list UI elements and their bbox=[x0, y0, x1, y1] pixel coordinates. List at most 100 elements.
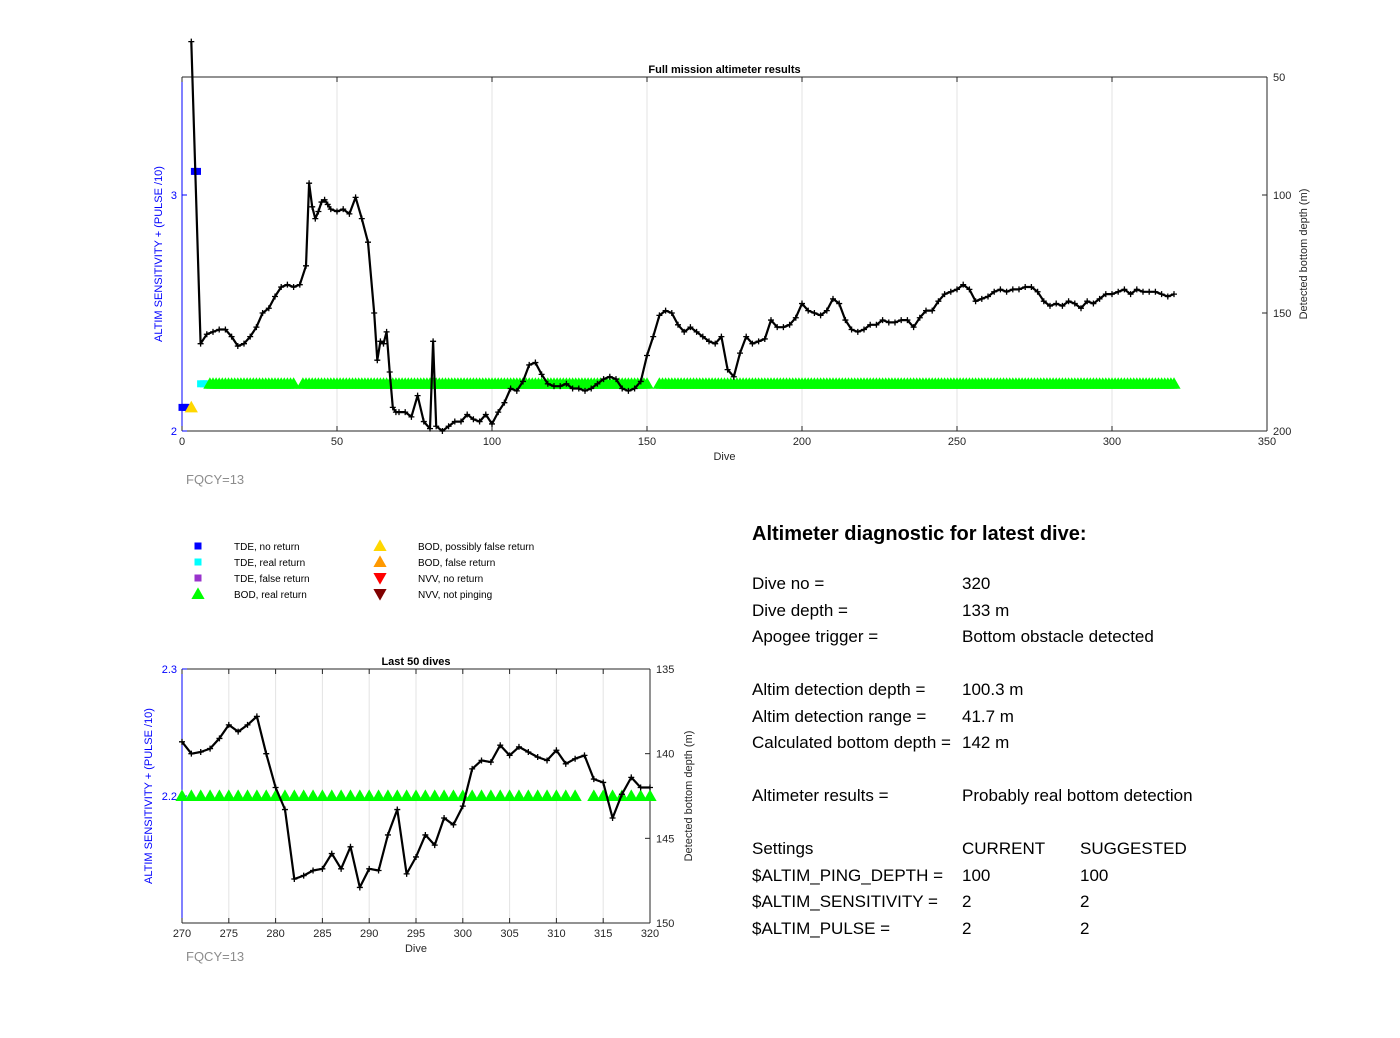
x-tick-label: 100 bbox=[483, 436, 501, 448]
bottom-depth-point bbox=[590, 776, 597, 783]
bottom-depth-point bbox=[718, 333, 725, 340]
setting-suggested: 2 bbox=[1080, 918, 1090, 938]
bottom-depth-point bbox=[947, 288, 954, 295]
bottom-depth-point bbox=[892, 319, 898, 326]
legend-symbol bbox=[373, 589, 387, 601]
y-tick-label-right: 50 bbox=[1273, 72, 1285, 84]
bottom-depth-point bbox=[420, 418, 427, 425]
y-axis-label-right: Detected bottom depth (m) bbox=[1298, 189, 1310, 320]
x-tick-label: 300 bbox=[454, 928, 472, 940]
marker-bod-real-return bbox=[259, 789, 273, 801]
bottom-depth-point bbox=[476, 418, 483, 425]
bottom-depth-point bbox=[534, 754, 541, 761]
bottom-depth-point bbox=[328, 850, 335, 857]
bottom-depth-point bbox=[408, 413, 415, 420]
bottom-depth-point bbox=[693, 328, 700, 335]
marker-bod-real-return bbox=[278, 789, 292, 801]
bottom-depth-point bbox=[1164, 293, 1171, 300]
y-tick-label-right: 140 bbox=[656, 749, 674, 761]
y-axis-label-left: ALTIM SENSITIVITY + (PULSE /10) bbox=[153, 166, 165, 342]
bottom-depth-point bbox=[507, 385, 514, 392]
bottom-depth-point bbox=[470, 416, 477, 423]
bottom-depth-point bbox=[1152, 288, 1159, 295]
bottom-depth-point bbox=[526, 361, 533, 368]
bottom-depth-point bbox=[637, 784, 644, 791]
bottom-depth-point bbox=[334, 208, 340, 215]
bottom-depth-point bbox=[1084, 298, 1091, 305]
bottom-depth-point bbox=[848, 326, 855, 333]
last-50-dives-plot: 270 275 280 285 290 295 300 305 310 315 320 2.2 2.3 1… bbox=[143, 656, 695, 964]
bottom-depth-point bbox=[588, 385, 595, 392]
bottom-depth-point bbox=[628, 774, 635, 781]
bottom-depth-point bbox=[811, 310, 818, 316]
bottom-depth-point bbox=[613, 376, 619, 383]
results-value: Probably real bottom detection bbox=[962, 786, 1193, 805]
bottom-depth-point bbox=[997, 286, 1004, 293]
x-tick-label: 280 bbox=[266, 928, 284, 940]
marker-bod-real-return bbox=[540, 789, 554, 801]
x-tick-label: 150 bbox=[638, 436, 656, 448]
bottom-depth-point bbox=[836, 300, 843, 307]
bottom-depth-point bbox=[188, 750, 195, 757]
legend: TDE, no return TDE, real return TDE, false… bbox=[191, 539, 534, 601]
bottom-depth-point bbox=[544, 757, 551, 764]
x-tick-label: 290 bbox=[360, 928, 378, 940]
bottom-depth-point bbox=[501, 399, 508, 406]
bottom-depth-point bbox=[972, 298, 979, 305]
bottom-depth-point bbox=[210, 328, 216, 335]
bottom-depth-point bbox=[712, 340, 719, 347]
bottom-depth-point bbox=[1171, 291, 1177, 298]
marker-bod-real-return bbox=[428, 789, 442, 801]
bottom-depth-value: 142 m bbox=[962, 733, 1010, 752]
bottom-depth-point bbox=[247, 333, 254, 340]
legend-label: BOD, real return bbox=[234, 590, 307, 601]
bottom-depth-point bbox=[513, 387, 520, 394]
marker-bod-real-return bbox=[446, 789, 461, 801]
bottom-depth-point bbox=[572, 755, 579, 762]
bottom-depth-point bbox=[384, 831, 391, 838]
bottom-depth-point bbox=[916, 314, 923, 321]
y-tick-label-right: 150 bbox=[656, 918, 674, 930]
marker-bod-real-return bbox=[381, 789, 395, 801]
bottom-depth-point bbox=[318, 199, 325, 206]
x-tick-label: 295 bbox=[407, 928, 425, 940]
marker-bod-real-return bbox=[297, 789, 311, 801]
bottom-depth-point bbox=[259, 310, 266, 316]
bottom-depth-point bbox=[699, 333, 706, 340]
marker-bod-real-return bbox=[474, 789, 489, 801]
bottom-depth-point bbox=[310, 867, 317, 874]
bottom-depth-point bbox=[482, 411, 489, 418]
bottom-depth-point bbox=[451, 418, 458, 425]
bottom-depth-point bbox=[792, 314, 799, 321]
marker-bod-real-return bbox=[568, 789, 582, 801]
bottom-depth-point bbox=[188, 38, 195, 45]
bottom-depth-point bbox=[1102, 291, 1109, 298]
marker-bod-real-return bbox=[512, 789, 526, 801]
dive-no-value: 320 bbox=[962, 574, 991, 593]
current-header: CURRENT bbox=[962, 839, 1046, 858]
bottom-depth-point bbox=[619, 385, 626, 392]
marker-bod-real-return bbox=[640, 377, 654, 389]
x-tick-label: 300 bbox=[1103, 436, 1121, 448]
bottom-depth-point bbox=[1146, 288, 1153, 295]
bottom-depth-point bbox=[356, 884, 363, 891]
bottom-depth-point bbox=[1059, 302, 1066, 309]
fqcy-annotation: FQCY=13 bbox=[186, 472, 244, 487]
apogee-row: Apogee trigger = Bottom obstacle detecte… bbox=[752, 627, 1154, 654]
marker-bod-real-return bbox=[325, 789, 339, 801]
bottom-depth-point bbox=[978, 295, 985, 302]
bottom-depth-point bbox=[842, 317, 849, 324]
bottom-depth-point bbox=[823, 307, 830, 314]
bottom-depth-point bbox=[431, 842, 438, 849]
bottom-depth-point bbox=[497, 742, 504, 749]
bottom-depth-point bbox=[525, 748, 532, 755]
bottom-depth-row: Calculated bottom depth = 142 m bbox=[752, 733, 1087, 760]
bottom-depth-point bbox=[581, 752, 588, 759]
bottom-depth-point bbox=[272, 293, 278, 300]
bottom-depth-point bbox=[749, 340, 756, 347]
bottom-depth-point bbox=[375, 867, 382, 874]
bottom-depth-point bbox=[506, 752, 513, 759]
bottom-depth-point bbox=[562, 760, 569, 767]
marker-bod-real-return bbox=[287, 789, 301, 801]
bottom-depth-point bbox=[386, 369, 393, 375]
